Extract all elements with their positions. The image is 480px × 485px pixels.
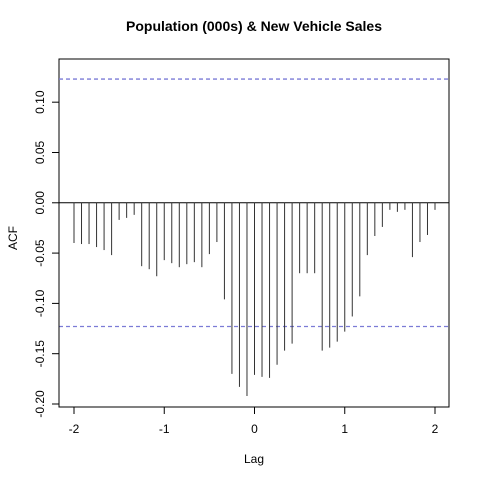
x-tick-label: 0 [251,422,258,436]
x-tick-label: -1 [159,422,170,436]
y-tick-label: -0.05 [33,239,47,267]
y-tick-label: -0.10 [33,289,47,317]
x-tick-label: 1 [341,422,348,436]
y-tick-label: 0.00 [33,191,47,215]
y-axis-label: ACF [6,226,20,250]
y-tick-label: 0.10 [33,90,47,114]
x-axis-label: Lag [244,452,264,466]
chart-marks: -2 -1 0 1 2 -0.20 -0.15 -0.10 -0.05 0.00 0.05 0.10 [33,78,449,436]
y-tick-label: -0.20 [33,390,47,418]
x-tick-label: -2 [69,422,80,436]
chart-title: Population (000s) & New Vehicle Sales [126,18,382,34]
x-tick-label: 2 [432,422,439,436]
y-tick-label: 0.05 [33,140,47,164]
y-tick-label: -0.15 [33,340,47,368]
